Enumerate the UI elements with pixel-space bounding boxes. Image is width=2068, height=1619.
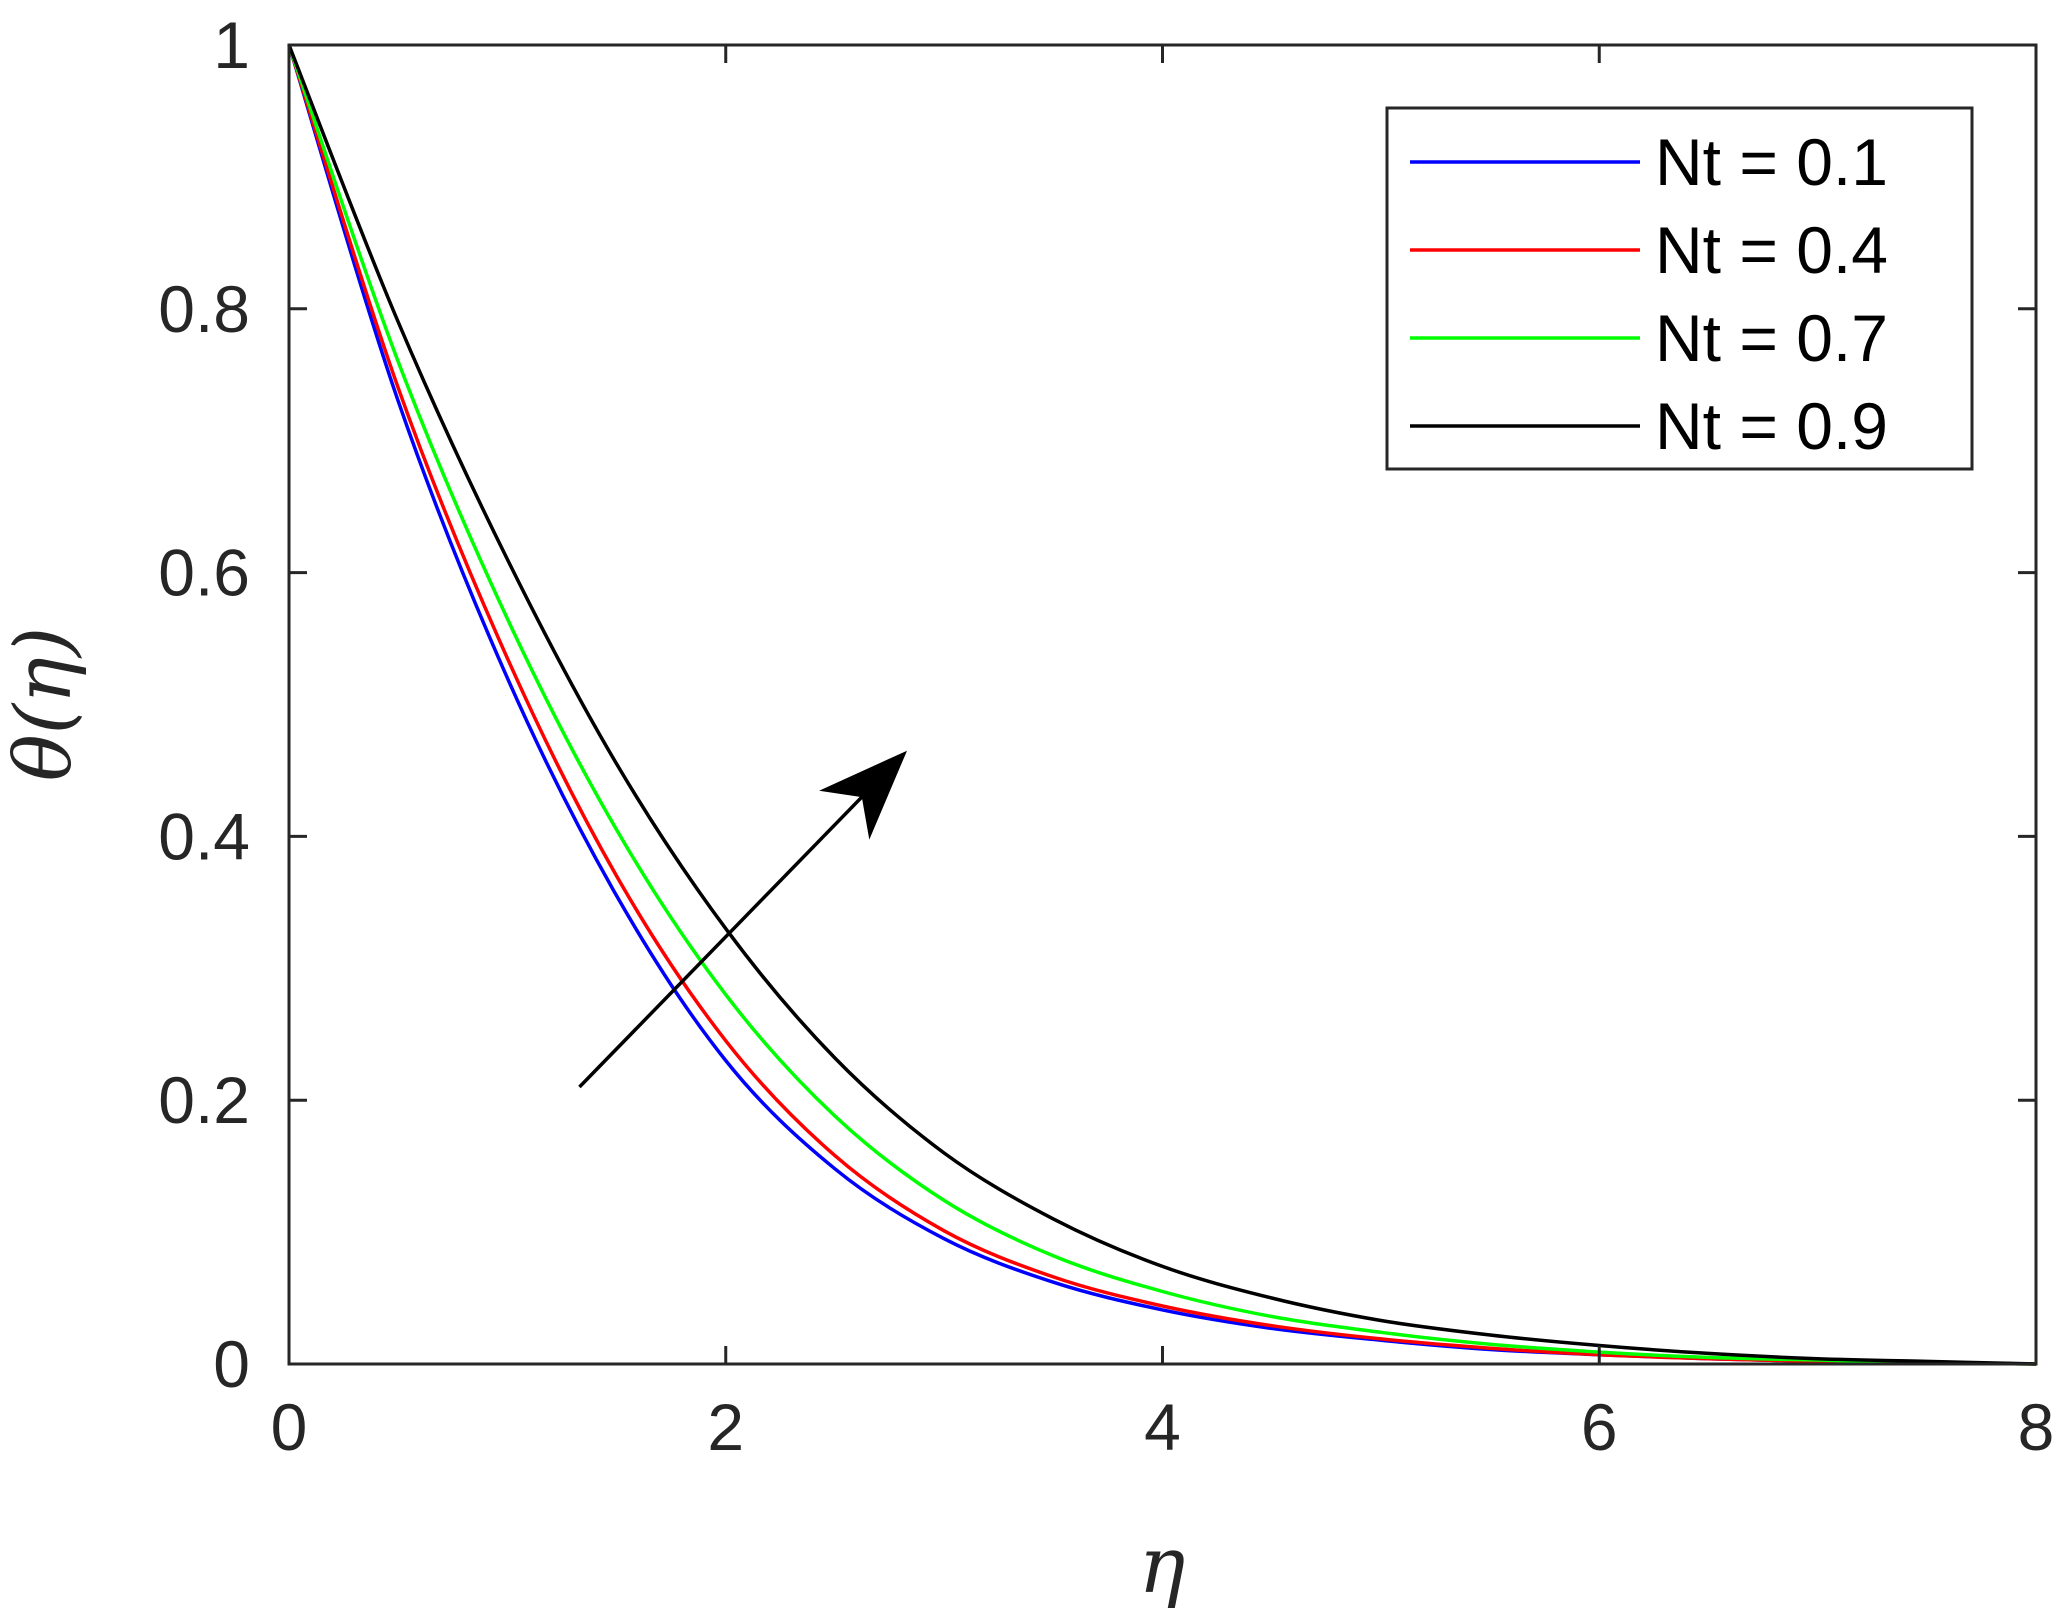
legend-box: [1385, 106, 1974, 471]
y-tick-label: 0.6: [158, 536, 250, 610]
series-line-4: [287, 44, 2037, 1366]
axis-ticks: [287, 43, 2038, 1366]
x-axis-label: η: [1139, 1521, 1186, 1611]
legend-label-3: Nt = 0.7: [1655, 301, 1888, 375]
y-tick-label: 0.2: [158, 1063, 250, 1137]
y-tick-label: 0: [213, 1327, 250, 1401]
arrow-shaft: [578, 767, 891, 1089]
y-tick-label: 0.8: [158, 272, 250, 346]
legend-label-2: Nt = 0.4: [1655, 213, 1888, 287]
trend-arrow: [578, 750, 907, 1089]
y-tick-label: 1: [213, 8, 250, 82]
x-tick-label: 6: [1581, 1390, 1618, 1464]
x-tick-label: 0: [271, 1390, 308, 1464]
arrow-head: [819, 750, 907, 840]
y-tick-label: 0.4: [158, 799, 250, 873]
legend-label-4: Nt = 0.9: [1655, 389, 1888, 463]
x-tick-label: 8: [2018, 1390, 2055, 1464]
series-line-3: [287, 44, 2037, 1366]
x-tick-label: 2: [707, 1390, 744, 1464]
axis-tick-labels: 0 2 4 6 8 0 0.2 0.4 0.6 0.8 1: [158, 8, 2054, 1464]
x-tick-label: 4: [1144, 1390, 1181, 1464]
legend-label-1: Nt = 0.1: [1655, 125, 1888, 199]
series-lines: [287, 44, 2037, 1366]
legend: Nt = 0.1 Nt = 0.4 Nt = 0.7 Nt = 0.9: [1385, 106, 1974, 471]
y-axis-label: θ(η): [0, 627, 89, 782]
